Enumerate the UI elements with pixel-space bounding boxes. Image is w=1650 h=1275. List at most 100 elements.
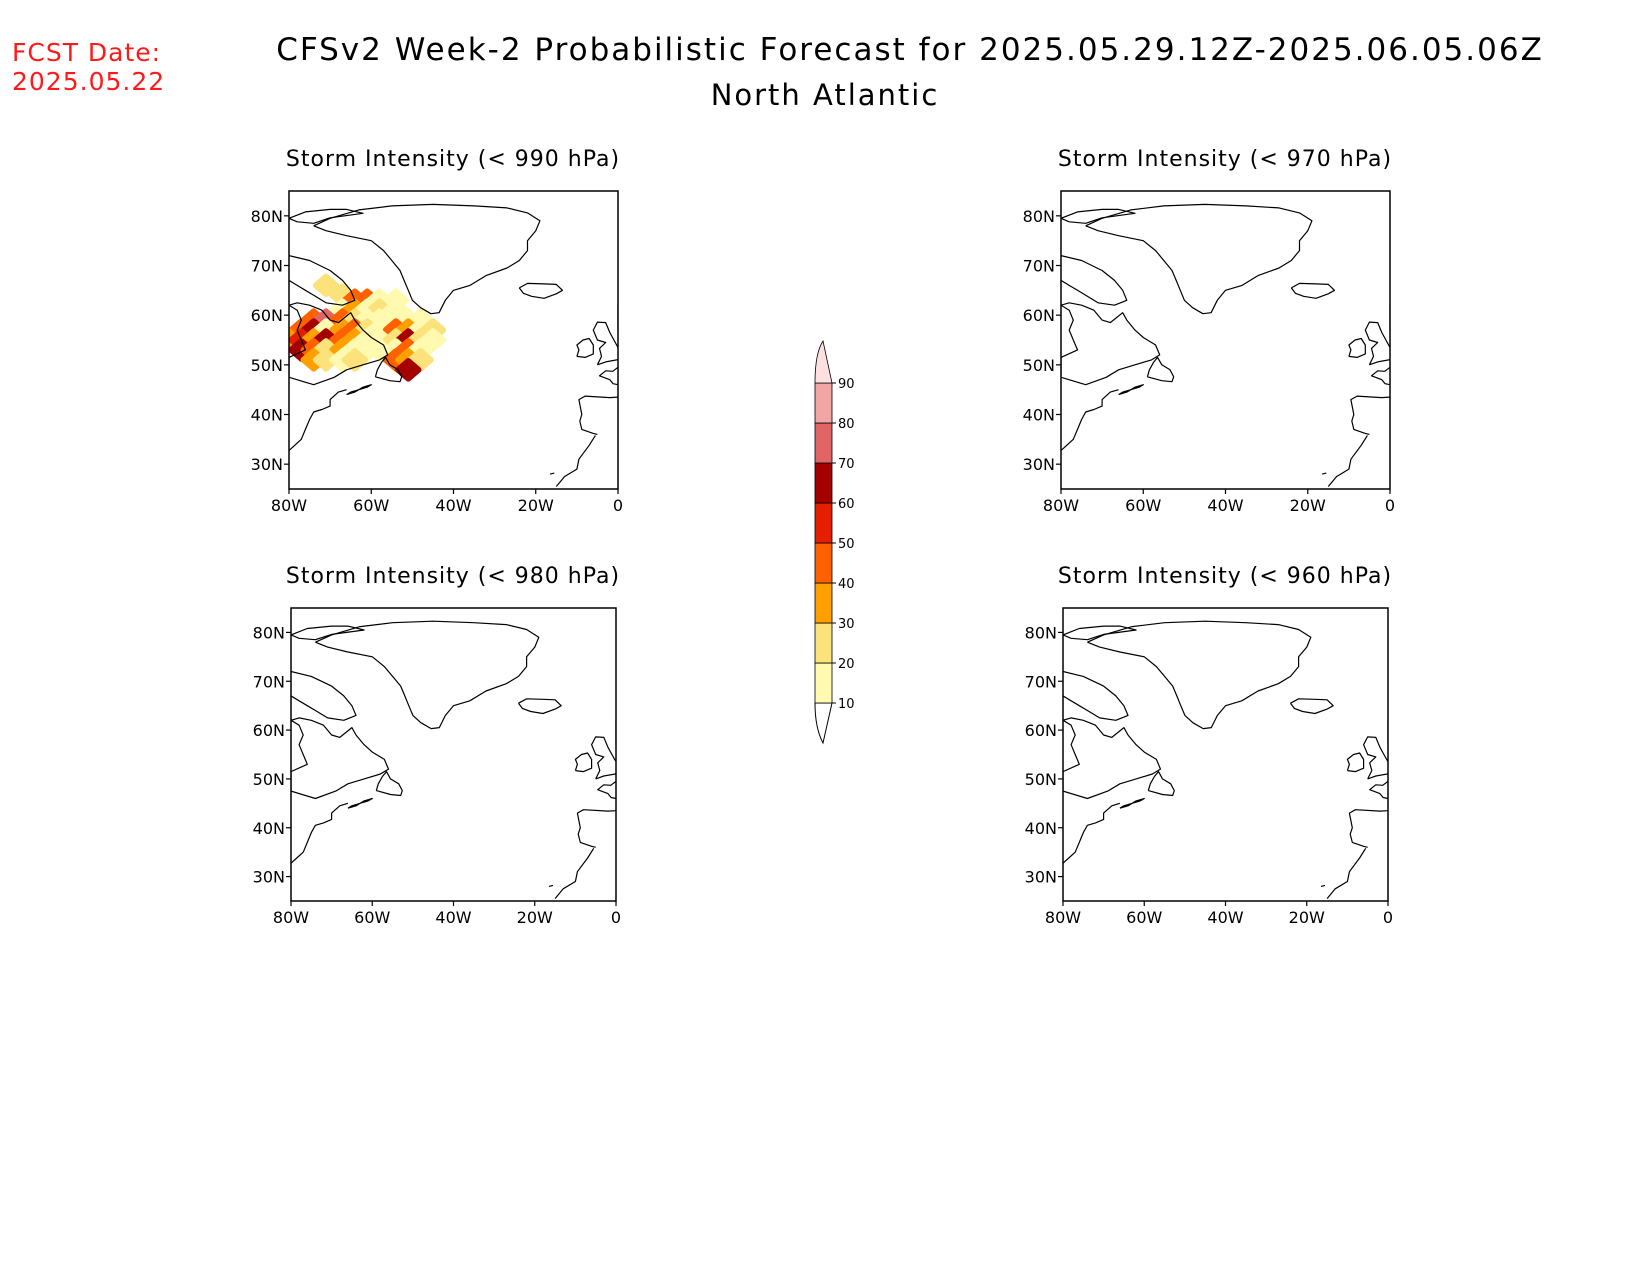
map-frame	[1060, 190, 1391, 490]
colorbar-level-label: 10	[838, 697, 855, 712]
coastline-nscotia	[346, 384, 372, 396]
coastline-labrador	[289, 302, 389, 386]
colorbar-swatch	[814, 502, 833, 544]
lat-tick-label: 80N	[251, 207, 283, 226]
coastline-africa	[554, 847, 595, 899]
coastline-greenland	[1085, 203, 1313, 315]
lon-tick-label: 60W	[1125, 496, 1161, 515]
lat-tick-label: 80N	[1023, 207, 1055, 226]
coastline-baffin	[289, 255, 356, 306]
coastline-newfoundland	[375, 771, 403, 797]
lat-tick-label: 50N	[1023, 356, 1055, 375]
colorbar-level-label: 20	[838, 657, 855, 672]
coastline-ellesmere	[291, 625, 365, 641]
lon-tick-label: 40W	[435, 496, 471, 515]
lon-tick-label: 0	[1383, 908, 1393, 927]
lat-tick-label: 70N	[253, 672, 285, 691]
lat-tick-label: 80N	[1025, 623, 1057, 642]
lon-tick-label: 60W	[354, 908, 390, 927]
lat-tick-label: 40N	[253, 819, 285, 838]
coastline-greenland	[313, 203, 541, 315]
coastline-iberia	[576, 809, 616, 848]
coastline-iberia	[578, 395, 618, 435]
lat-tick-label: 70N	[251, 257, 283, 276]
probability-field	[289, 273, 447, 382]
lat-tick-label: 50N	[253, 770, 285, 789]
forecast-date-value: 2025.05.22	[12, 67, 166, 96]
lon-tick-label: 40W	[1207, 496, 1243, 515]
coastline-britain	[591, 736, 616, 780]
coastline-france	[1369, 780, 1388, 800]
coastline-baffin	[291, 670, 357, 721]
lat-tick-label: 60N	[1025, 721, 1057, 740]
region-subtitle: North Atlantic	[710, 78, 940, 112]
colorbar-level-label: 60	[838, 497, 855, 512]
coastline-ellesmere	[1063, 625, 1137, 641]
coastline	[291, 620, 616, 899]
coastline-baffin	[1061, 255, 1128, 306]
lon-tick-label: 80W	[271, 496, 307, 515]
map-frame	[1062, 607, 1389, 902]
panel-title: Storm Intensity (< 980 hPa)	[286, 564, 620, 589]
colorbar-upper-tail	[814, 339, 833, 384]
coastline-eastcoast	[1063, 802, 1121, 897]
coastline-greenland	[315, 620, 540, 730]
map-panel-1: Storm Intensity (< 990 hPa) 80N 70N 60N 50N 4…	[251, 147, 623, 515]
colorbar-swatch	[814, 462, 833, 504]
probability-cell	[341, 348, 368, 372]
lat-tick-label: 40N	[1023, 406, 1055, 425]
lon-tick-label: 40W	[435, 908, 471, 927]
coastline-iberia	[1348, 809, 1388, 848]
coastline-africa	[1326, 847, 1367, 899]
lon-tick-label: 0	[611, 908, 621, 927]
coastline-ellesmere	[1061, 208, 1136, 224]
coastline-britain	[592, 321, 618, 366]
panel-title: Storm Intensity (< 990 hPa)	[286, 147, 620, 172]
colorbar-swatch	[814, 422, 833, 464]
map-panel-3: Storm Intensity (< 980 hPa) 80N 70N 60N 50N 4…	[253, 564, 621, 927]
coastline-newfoundland	[374, 356, 403, 383]
coastline-labrador	[291, 717, 390, 800]
lat-tick-label: 80N	[253, 623, 285, 642]
probability-cell	[395, 358, 422, 382]
coastline-canaries	[549, 472, 555, 475]
lon-tick-label: 80W	[273, 908, 309, 927]
coastline-nscotia	[347, 797, 373, 809]
colorbar-level-label: 90	[838, 377, 855, 392]
coastline-iceland	[1290, 282, 1336, 299]
lat-tick-label: 30N	[1025, 868, 1057, 887]
map-frame	[290, 607, 617, 902]
coastline-eastcoast	[289, 389, 347, 484]
colorbar-level-label: 70	[838, 457, 855, 472]
colorbar-level-label: 30	[838, 617, 855, 632]
coastline-ireland	[574, 752, 593, 773]
colorbar-swatch	[814, 382, 833, 424]
colorbar-lower-tail	[814, 702, 833, 745]
coastline-iceland	[518, 698, 562, 715]
coastline-newfoundland	[1147, 771, 1175, 797]
lat-tick-label: 60N	[251, 306, 283, 325]
colorbar-level-label: 80	[838, 417, 855, 432]
coastline-labrador	[1061, 302, 1161, 386]
colorbar-level-label: 50	[838, 537, 855, 552]
lat-tick-label: 50N	[1025, 770, 1057, 789]
lon-tick-label: 20W	[1290, 496, 1326, 515]
lon-tick-label: 60W	[1126, 908, 1162, 927]
coastline	[1061, 203, 1390, 487]
coastline-greenland	[1087, 620, 1312, 730]
panel-title: Storm Intensity (< 960 hPa)	[1058, 564, 1392, 589]
colorbar-swatch	[814, 582, 833, 624]
forecast-date-label: FCST Date:	[12, 38, 162, 67]
coastline	[289, 203, 618, 487]
coastline-africa	[555, 435, 596, 487]
coastline	[1063, 620, 1388, 899]
colorbar-level-label: 40	[838, 577, 855, 592]
lat-tick-label: 60N	[253, 721, 285, 740]
coastline-baffin	[1063, 670, 1129, 721]
lat-tick-label: 30N	[1023, 455, 1055, 474]
colorbar-swatch	[814, 622, 833, 664]
lat-tick-label: 30N	[251, 455, 283, 474]
colorbar-swatch	[814, 662, 833, 704]
colorbar-swatch	[814, 542, 833, 584]
coastline-eastcoast	[1061, 389, 1119, 484]
